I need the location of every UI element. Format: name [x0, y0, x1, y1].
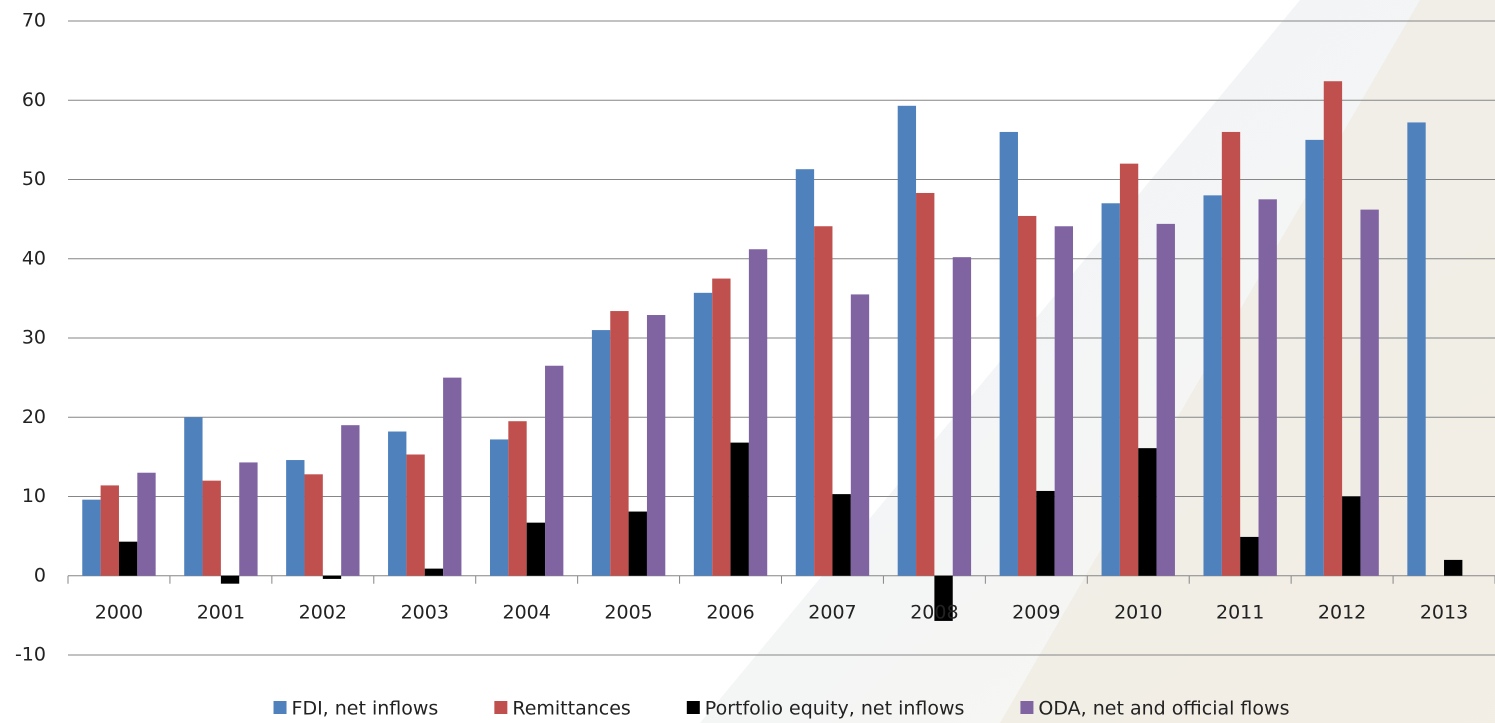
bar — [591, 330, 611, 576]
bar — [1240, 536, 1259, 576]
y-tick-label: 20 — [22, 406, 46, 428]
bar — [1258, 199, 1277, 576]
bar — [388, 431, 407, 576]
bar — [118, 541, 138, 576]
legend-swatch — [1020, 701, 1034, 714]
legend-swatch — [494, 701, 508, 714]
bar — [795, 169, 815, 576]
x-tick-label: 2007 — [808, 602, 856, 624]
bar — [999, 131, 1018, 576]
x-tick-label: 2005 — [604, 602, 652, 624]
bar — [202, 480, 221, 576]
bar — [916, 192, 935, 576]
bar — [1221, 131, 1241, 576]
x-tick-label: 2000 — [95, 602, 143, 624]
bar — [1054, 226, 1074, 576]
bar — [286, 460, 305, 576]
x-tick-label: 2004 — [502, 602, 550, 624]
bar — [1342, 496, 1361, 576]
x-tick-label: 2012 — [1318, 602, 1366, 624]
bar — [406, 454, 425, 576]
x-tick-label: 2011 — [1216, 602, 1264, 624]
bar — [137, 472, 156, 576]
x-tick-label: 2006 — [706, 602, 754, 624]
x-tick-label: 2009 — [1012, 602, 1060, 624]
bar — [832, 494, 851, 576]
y-tick-label: 30 — [22, 327, 46, 349]
bar — [443, 377, 462, 576]
bar — [1138, 448, 1157, 576]
legend-label: ODA, net and official flows — [1038, 698, 1289, 720]
legend-label: Portfolio equity, net inflows — [705, 698, 965, 720]
bar — [693, 292, 713, 576]
y-tick-label: 40 — [22, 247, 46, 269]
y-tick-label: 70 — [22, 10, 46, 32]
bar — [1017, 215, 1037, 576]
legend-label: Remittances — [512, 698, 630, 720]
bar — [1036, 490, 1055, 576]
x-tick-label: 2002 — [299, 602, 347, 624]
bar — [304, 474, 323, 576]
bar — [610, 311, 629, 576]
bar — [934, 575, 953, 621]
bar — [1203, 195, 1222, 576]
x-tick-label: 2008 — [910, 602, 958, 624]
bar — [730, 442, 749, 576]
legend-swatch — [686, 701, 700, 714]
bar — [1305, 139, 1324, 576]
bar — [545, 365, 564, 576]
x-tick-label: 2013 — [1420, 602, 1468, 624]
bar — [748, 249, 768, 576]
y-tick-label: 50 — [22, 168, 46, 190]
y-tick-label: 60 — [22, 89, 46, 111]
bar — [814, 226, 833, 576]
bar — [1119, 163, 1139, 576]
bar — [1156, 223, 1175, 576]
bar — [712, 278, 731, 576]
legend-swatch — [273, 701, 287, 714]
y-tick-label: 10 — [22, 485, 46, 507]
bar — [850, 294, 870, 576]
bar — [341, 425, 360, 576]
y-tick-label: 0 — [34, 564, 46, 586]
y-tick-label: -10 — [15, 644, 46, 666]
bar — [489, 439, 509, 576]
bar — [1101, 203, 1120, 576]
bar — [220, 575, 240, 584]
bar — [897, 105, 917, 576]
bar — [100, 485, 119, 576]
bar — [424, 568, 444, 576]
legend-label: FDI, net inflows — [292, 698, 439, 720]
bar — [1444, 559, 1463, 576]
bar — [526, 522, 546, 576]
x-tick-label: 2010 — [1114, 602, 1162, 624]
bar — [184, 417, 203, 576]
bar — [1323, 81, 1343, 576]
bar — [239, 462, 258, 576]
bar — [628, 511, 647, 576]
bar — [1360, 209, 1379, 576]
bar — [322, 575, 342, 579]
bar — [1407, 122, 1426, 576]
x-tick-label: 2001 — [197, 602, 245, 624]
bar — [508, 421, 527, 576]
bar — [82, 499, 101, 576]
x-tick-label: 2003 — [401, 602, 449, 624]
bar — [952, 257, 972, 576]
bar — [646, 315, 666, 576]
